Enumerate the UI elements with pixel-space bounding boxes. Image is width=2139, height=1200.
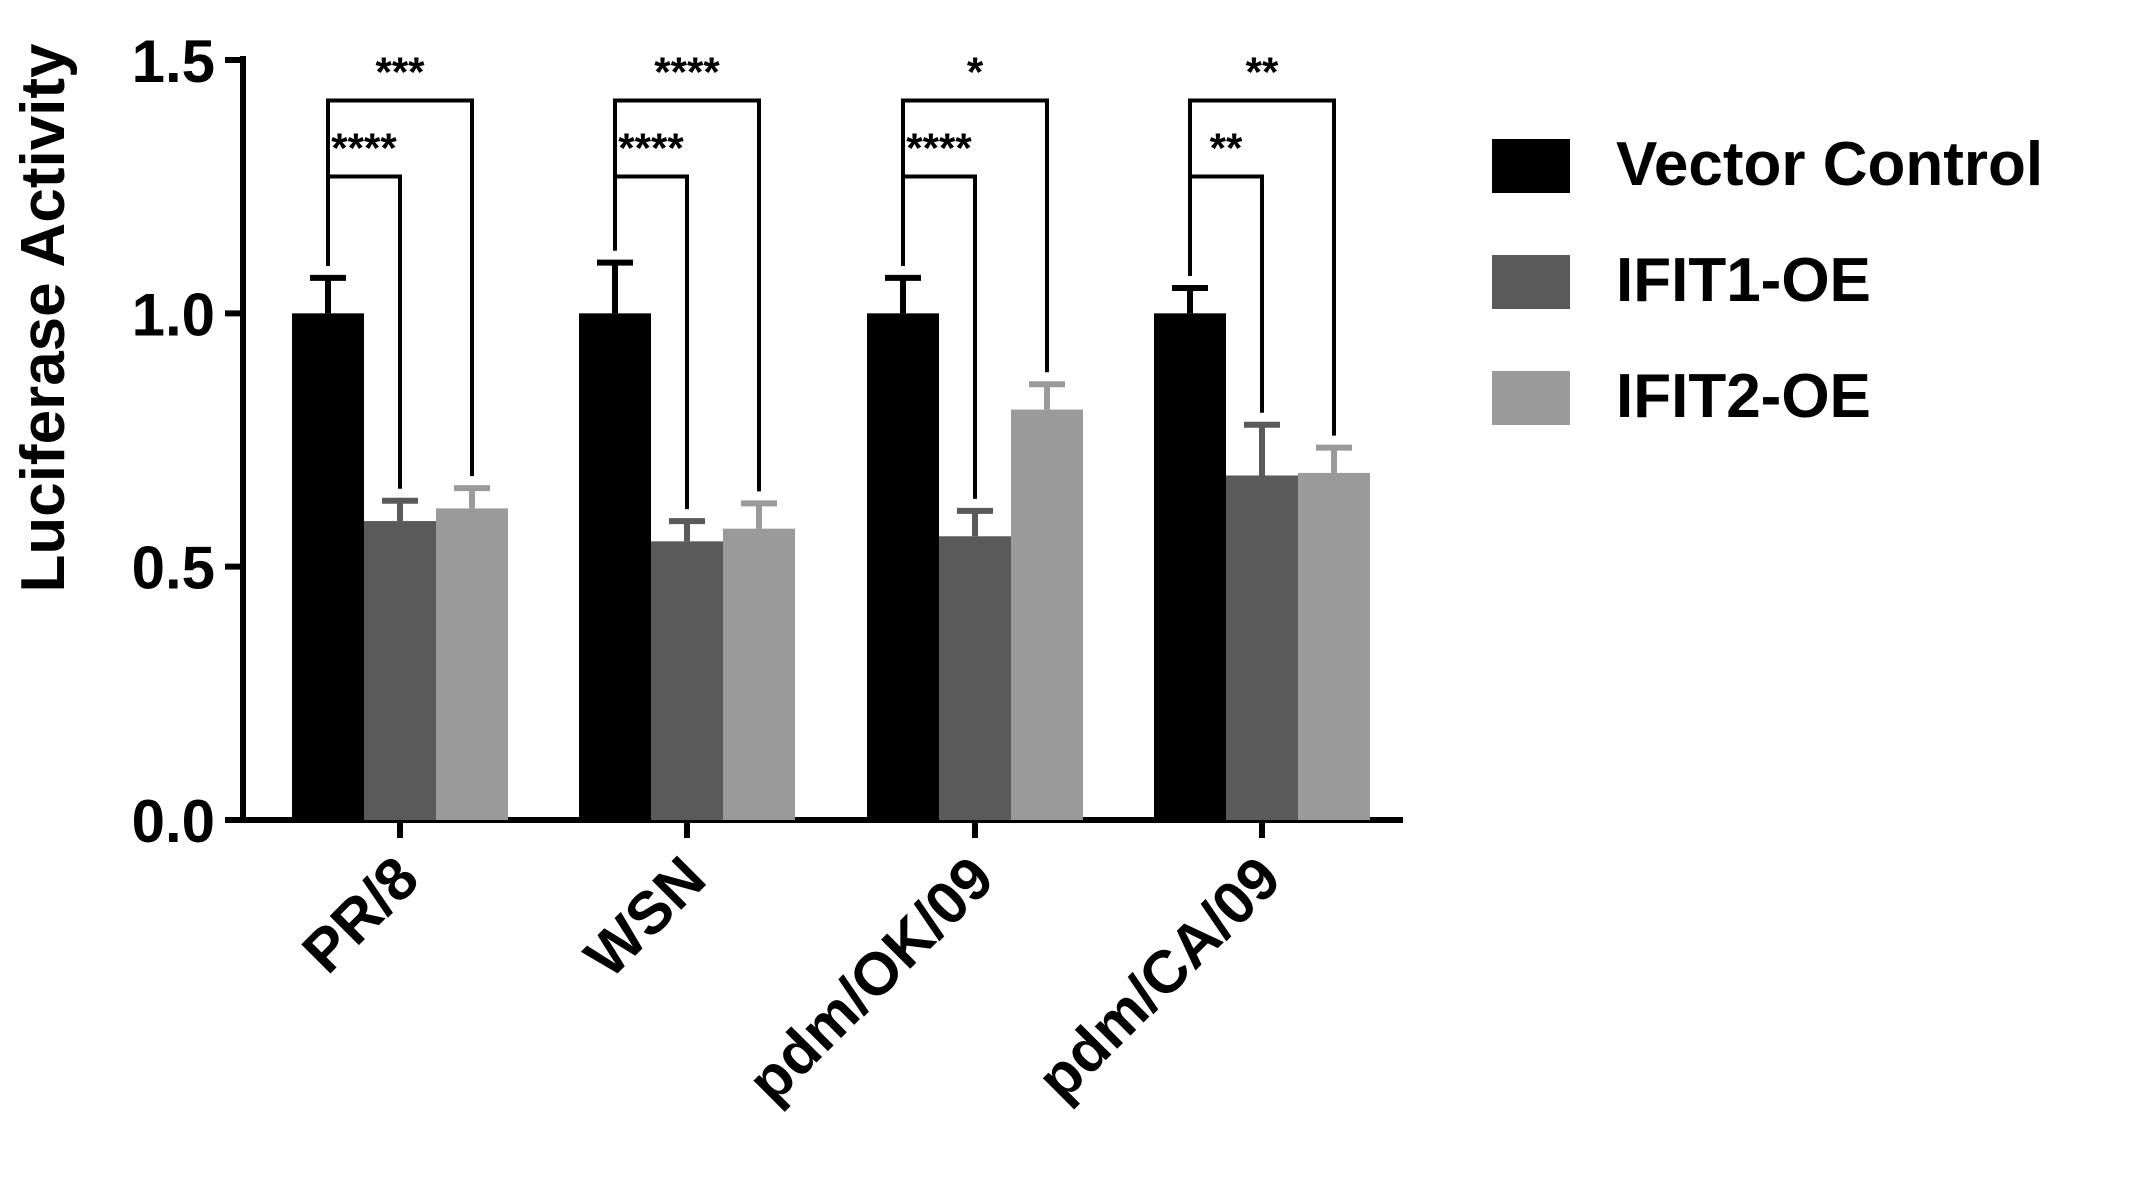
legend-entry: IFIT2-OE xyxy=(1616,362,1871,431)
bar-ifit1-oe xyxy=(364,521,436,820)
bar-ifit2-oe xyxy=(723,528,795,820)
bars xyxy=(292,259,1370,820)
y-axis-label: Luciferase Activity xyxy=(9,43,78,593)
significance-label: **** xyxy=(654,49,720,96)
x-tick-label: PR/8 xyxy=(289,844,431,986)
bar-vector-control xyxy=(292,313,364,820)
bar-ifit1-oe xyxy=(651,541,723,820)
significance-label: *** xyxy=(375,49,425,96)
bar-ifit2-oe xyxy=(436,508,508,820)
legend-swatch xyxy=(1492,139,1570,193)
y-tick-label: 1.0 xyxy=(132,281,215,348)
legend-entry: IFIT1-OE xyxy=(1616,246,1871,315)
significance-label: ** xyxy=(1210,125,1243,172)
legend: Vector Control IFIT1-OE IFIT2-OE xyxy=(1492,130,2043,431)
bar-ifit1-oe xyxy=(939,536,1011,820)
bar-vector-control xyxy=(1154,313,1226,820)
y-tick-label: 0.0 xyxy=(132,788,215,855)
significance-label: **** xyxy=(618,125,684,172)
bar-ifit1-oe xyxy=(1226,475,1298,820)
significance-label: **** xyxy=(331,125,397,172)
y-tick-label: 0.5 xyxy=(132,535,215,602)
significance-label: **** xyxy=(906,125,972,172)
bar-ifit2-oe xyxy=(1011,409,1083,820)
significance-bracket xyxy=(1188,174,1264,413)
significance-bracket xyxy=(613,174,689,510)
significance-label: ** xyxy=(1246,49,1279,96)
x-tick-label: pdm/CA/09 xyxy=(1024,844,1293,1113)
bar-vector-control xyxy=(579,313,651,820)
significance-label: * xyxy=(967,49,984,96)
legend-entry: Vector Control xyxy=(1616,130,2043,199)
x-tick-label: pdm/OK/09 xyxy=(735,844,1006,1115)
x-tick-label: WSN xyxy=(572,844,718,990)
legend-swatch xyxy=(1492,371,1570,425)
bar-ifit2-oe xyxy=(1298,472,1370,820)
significance-bracket xyxy=(901,174,977,499)
legend-swatch xyxy=(1492,255,1570,309)
y-tick-label: 1.5 xyxy=(132,28,215,95)
significance-bracket xyxy=(326,174,402,489)
bar-vector-control xyxy=(867,313,939,820)
significance-brackets: ************************ xyxy=(326,49,1336,510)
